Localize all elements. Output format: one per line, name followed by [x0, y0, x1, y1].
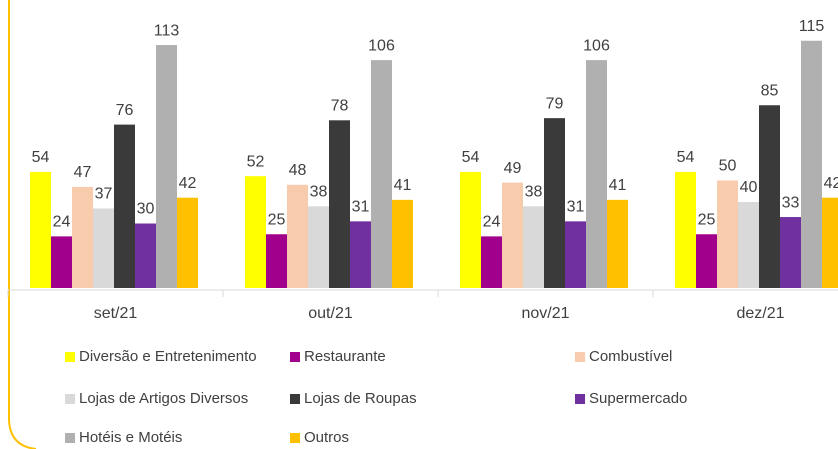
- bar: [822, 197, 838, 288]
- data-label: 24: [53, 214, 71, 231]
- bar: [544, 118, 565, 289]
- data-label: 113: [154, 22, 180, 39]
- data-label: 54: [462, 149, 480, 166]
- data-label: 54: [32, 149, 50, 166]
- data-label: 49: [504, 160, 522, 177]
- legend-label: Diversão e Entretenimento: [79, 348, 257, 365]
- bar: [502, 182, 523, 288]
- data-label: 79: [546, 95, 564, 112]
- bar: [156, 45, 177, 288]
- bar: [717, 180, 738, 288]
- data-label: 115: [799, 18, 825, 35]
- legend-swatch: [290, 394, 300, 404]
- bar: [523, 206, 544, 288]
- bar: [329, 120, 350, 288]
- legend-label: Restaurante: [304, 348, 386, 365]
- bar: [759, 105, 780, 288]
- bar: [586, 60, 607, 288]
- bar: [481, 236, 502, 288]
- bar: [801, 40, 822, 288]
- data-label: 52: [247, 153, 265, 170]
- data-label: 50: [719, 158, 737, 175]
- legend-swatch: [575, 394, 585, 404]
- data-label: 31: [567, 199, 585, 216]
- data-label: 42: [824, 175, 838, 192]
- x-tick-label: set/21: [94, 305, 138, 322]
- data-label: 47: [74, 164, 92, 181]
- bar: [565, 221, 586, 288]
- data-label: 31: [352, 199, 370, 216]
- x-tick-label: out/21: [308, 305, 353, 322]
- bar: [72, 186, 93, 288]
- data-label: 78: [331, 98, 349, 115]
- bar: [738, 202, 759, 288]
- data-label: 41: [394, 177, 412, 194]
- bar: [135, 223, 156, 288]
- legend-label: Lojas de Roupas: [304, 390, 417, 407]
- bar: [245, 176, 266, 288]
- bar: [114, 124, 135, 288]
- data-label: 54: [677, 149, 695, 166]
- data-label: 48: [289, 162, 307, 179]
- bar: [266, 234, 287, 288]
- bar: [287, 184, 308, 288]
- bar: [607, 199, 628, 288]
- data-label: 37: [95, 186, 113, 203]
- bar: [177, 197, 198, 288]
- bar: [51, 236, 72, 288]
- data-label: 40: [740, 179, 758, 196]
- legend-swatch: [290, 433, 300, 443]
- bar: [30, 171, 51, 288]
- data-label: 106: [583, 37, 610, 54]
- data-label: 25: [268, 211, 286, 228]
- data-label: 24: [483, 214, 501, 231]
- bar: [308, 206, 329, 288]
- data-label: 76: [116, 102, 134, 119]
- frame-border: [8, 0, 37, 449]
- bar: [780, 217, 801, 288]
- bar: [460, 171, 481, 288]
- x-tick-label: nov/21: [521, 305, 569, 322]
- data-label: 85: [761, 82, 779, 99]
- legend-swatch: [575, 352, 585, 362]
- data-label: 42: [179, 175, 197, 192]
- legend-swatch: [65, 433, 75, 443]
- legend-swatch: [65, 352, 75, 362]
- data-label: 41: [609, 177, 627, 194]
- legend-swatch: [290, 352, 300, 362]
- legend-label: Hotéis e Motéis: [79, 429, 182, 446]
- data-label: 38: [310, 184, 328, 201]
- bar: [371, 60, 392, 288]
- data-label: 106: [368, 37, 395, 54]
- bar: [675, 171, 696, 288]
- data-label: 30: [137, 201, 155, 218]
- legend-swatch: [65, 394, 75, 404]
- bar: [696, 234, 717, 288]
- legend-label: Outros: [304, 429, 349, 446]
- legend-label: Supermercado: [589, 390, 687, 407]
- x-tick-label: dez/21: [736, 305, 784, 322]
- data-label: 25: [698, 211, 716, 228]
- data-label: 38: [525, 184, 543, 201]
- bar: [93, 208, 114, 288]
- legend-label: Combustível: [589, 348, 672, 365]
- legend-label: Lojas de Artigos Diversos: [79, 390, 248, 407]
- bar: [392, 199, 413, 288]
- bar: [350, 221, 371, 288]
- data-label: 33: [782, 194, 800, 211]
